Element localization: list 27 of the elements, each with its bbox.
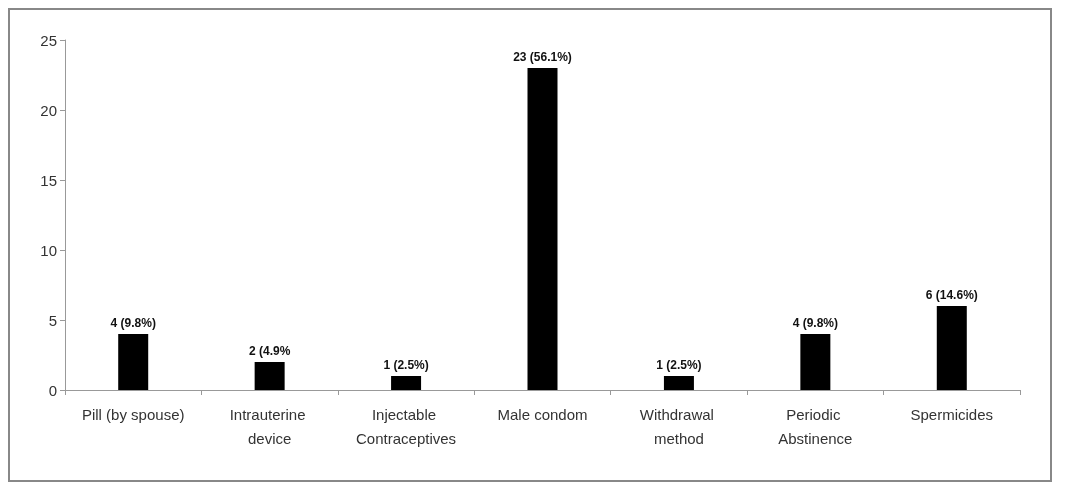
y-tick-label: 10 — [40, 241, 57, 259]
data-label: 6 (14.6%) — [925, 288, 978, 302]
x-tick-label: Male condom — [497, 405, 588, 423]
bar — [527, 68, 558, 390]
data-label: 2 (4.9% — [248, 344, 291, 358]
data-label: 1 (2.5%) — [383, 358, 429, 372]
bar — [936, 306, 967, 390]
x-tick-label: Withdrawal method — [639, 405, 719, 447]
data-label: 23 (56.1%) — [513, 50, 572, 64]
x-tick-label: Pill (by spouse) — [81, 405, 185, 423]
x-tick-label: Periodic Abstinence — [778, 405, 853, 447]
y-tick-label: 20 — [40, 101, 57, 119]
bar — [118, 334, 149, 390]
y-tick-label: 0 — [48, 381, 57, 399]
data-label: 4 (9.8%) — [110, 316, 156, 330]
y-tick-label: 25 — [40, 31, 57, 49]
bar — [391, 376, 422, 390]
y-tick-label: 5 — [48, 311, 57, 329]
data-label: 1 (2.5%) — [656, 358, 702, 372]
y-tick-label: 15 — [40, 171, 57, 189]
data-label: 4 (9.8%) — [792, 316, 839, 330]
bar — [800, 334, 831, 390]
x-tick-label: Injectable Contraceptives — [356, 405, 457, 447]
x-tick-label: Intrauterine device — [229, 405, 310, 447]
x-tick-label: Spermicides — [910, 405, 994, 423]
bar — [254, 362, 285, 390]
bar — [663, 376, 694, 390]
